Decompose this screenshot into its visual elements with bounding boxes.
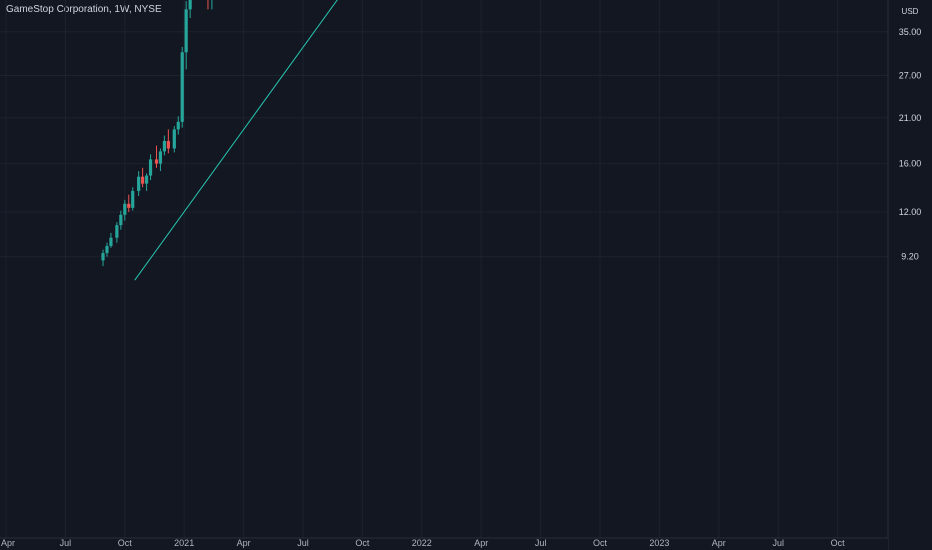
time-tick-label: 2023	[649, 538, 669, 548]
trendlines[interactable]	[134, 0, 889, 281]
candle-body	[180, 52, 184, 122]
price-tick-label: 16.00	[899, 159, 922, 169]
price-tick-label: 12.00	[899, 207, 922, 217]
time-tick-label: Jul	[297, 538, 309, 548]
candle-body	[188, 0, 192, 10]
candle-body	[127, 203, 131, 208]
time-tick-label: Jul	[535, 538, 547, 548]
time-tick-label: Oct	[831, 538, 846, 548]
time-tick-label: Apr	[474, 538, 488, 548]
trendline-teal	[134, 0, 338, 281]
time-tick-label: Oct	[355, 538, 370, 548]
time-tick-label: Oct	[593, 538, 608, 548]
price-tick-label: 9.20	[901, 252, 919, 262]
chart-grid	[0, 0, 888, 538]
time-axis[interactable]: Apr Jul Oct 2021 Apr Jul Oct 2022 Apr Jul Oct 2023 A…	[0, 537, 888, 550]
candle-body	[158, 151, 163, 164]
time-tick-label: Oct	[118, 538, 133, 548]
candle-body	[105, 246, 109, 254]
candles	[101, 0, 213, 267]
candle-body	[176, 121, 180, 130]
chart-title: GameStop Corporation, 1W, NYSE	[6, 4, 162, 15]
candle-body	[141, 176, 145, 184]
candle-body	[115, 225, 119, 238]
time-tick-label: 2022	[412, 538, 432, 548]
candle-body	[184, 9, 188, 53]
candle-body	[137, 176, 141, 191]
candle-body	[162, 140, 166, 152]
time-tick-label: Jul	[772, 538, 784, 548]
time-tick-label: Jul	[60, 538, 72, 548]
candle-body	[101, 253, 105, 261]
time-tick-label: 2021	[174, 538, 194, 548]
currency-label: USD	[902, 7, 919, 16]
candle-body	[119, 214, 123, 226]
price-axis[interactable]: 9.2012.0016.0021.0027.0035.0045.0060.008…	[887, 0, 932, 550]
candle-body	[123, 203, 127, 215]
time-tick-label: Apr	[1, 538, 15, 548]
candle-body	[148, 159, 153, 176]
price-tick-label: 35.00	[899, 27, 922, 37]
price-tick-label: 21.00	[899, 113, 922, 123]
candle-body	[131, 190, 135, 208]
time-axis-bg	[0, 538, 888, 550]
candle-body	[172, 129, 176, 149]
candle-body	[109, 237, 113, 247]
price-axis-bg	[888, 0, 932, 550]
time-tick-label: Apr	[237, 538, 251, 548]
candle-body	[166, 140, 170, 149]
candle-body	[154, 159, 159, 164]
price-tick-label: 27.00	[899, 71, 922, 81]
candle-body	[144, 175, 149, 184]
time-tick-label: Apr	[712, 538, 726, 548]
